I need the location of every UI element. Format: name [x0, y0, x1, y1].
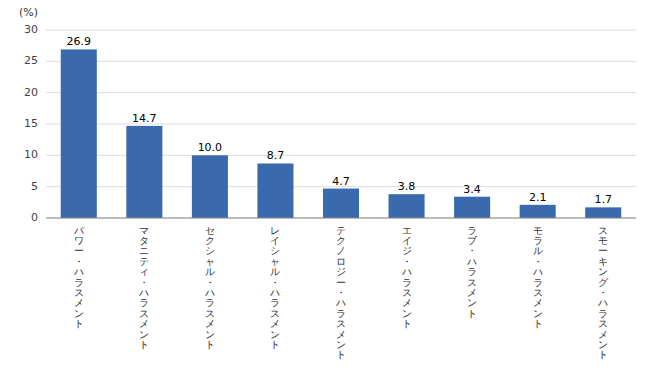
y-tick-label: 10 — [24, 148, 38, 161]
y-tick-label: 20 — [24, 86, 38, 99]
bar — [520, 205, 556, 218]
bar — [454, 197, 490, 218]
bar — [585, 207, 621, 218]
data-label: 4.7 — [332, 175, 350, 188]
data-label: 14.7 — [132, 112, 157, 125]
x-tick-label: スモーキング・ハラスメント — [597, 225, 609, 361]
grid-line — [46, 92, 636, 93]
data-label: 3.4 — [463, 183, 481, 196]
data-label: 10.0 — [198, 141, 223, 154]
x-axis-line — [46, 218, 636, 219]
bar — [389, 194, 425, 218]
bars — [61, 49, 622, 218]
grid-line — [46, 218, 636, 219]
chart: 051015202530(%)26.914.710.08.74.73.83.42… — [0, 0, 650, 370]
bar — [126, 126, 162, 218]
y-axis-label: (%) — [19, 6, 38, 19]
x-tick-label: ラブ・ハラスメント — [466, 225, 478, 319]
data-label: 26.9 — [67, 35, 92, 48]
bar — [192, 155, 228, 218]
x-tick-label: レイシャル・ハラスメント — [269, 225, 280, 350]
grid — [46, 30, 636, 218]
bar — [61, 49, 97, 218]
y-tick-label: 25 — [24, 54, 38, 67]
y-tick-label: 30 — [24, 23, 38, 36]
data-label: 3.8 — [398, 180, 416, 193]
y-axis: 0 5 10 15 20 25 30 — [24, 23, 38, 224]
y-tick-label: 0 — [31, 211, 38, 224]
y-tick-label: 5 — [31, 180, 38, 193]
grid-line — [46, 30, 636, 31]
x-tick-label: パワー・ハラスメント — [73, 225, 85, 330]
data-label: 8.7 — [267, 149, 285, 162]
x-tick-label: マタニティ・ハラスメント — [138, 225, 149, 350]
data-label: 2.1 — [529, 191, 547, 204]
grid-line — [46, 61, 636, 62]
data-labels: 26.9 14.7 10.0 8.7 4.7 3.8 3.4 2.1 1.7 — [67, 35, 612, 206]
bar — [257, 163, 293, 218]
x-tick-label: モラル・ハラスメント — [532, 225, 543, 330]
data-label: 1.7 — [594, 193, 612, 206]
y-tick-label: 15 — [24, 117, 38, 130]
x-tick-label: セクシャル・ハラスメント — [204, 225, 215, 350]
bar — [323, 189, 359, 218]
x-tick-label: テクノロジー・ハラスメント — [335, 225, 346, 361]
x-tick-label: エイジ・ハラスメント — [401, 225, 412, 330]
x-axis: パワー・ハラスメント マタニティ・ハラスメント セクシャル・ハラスメント レイシャル・… — [73, 225, 609, 361]
